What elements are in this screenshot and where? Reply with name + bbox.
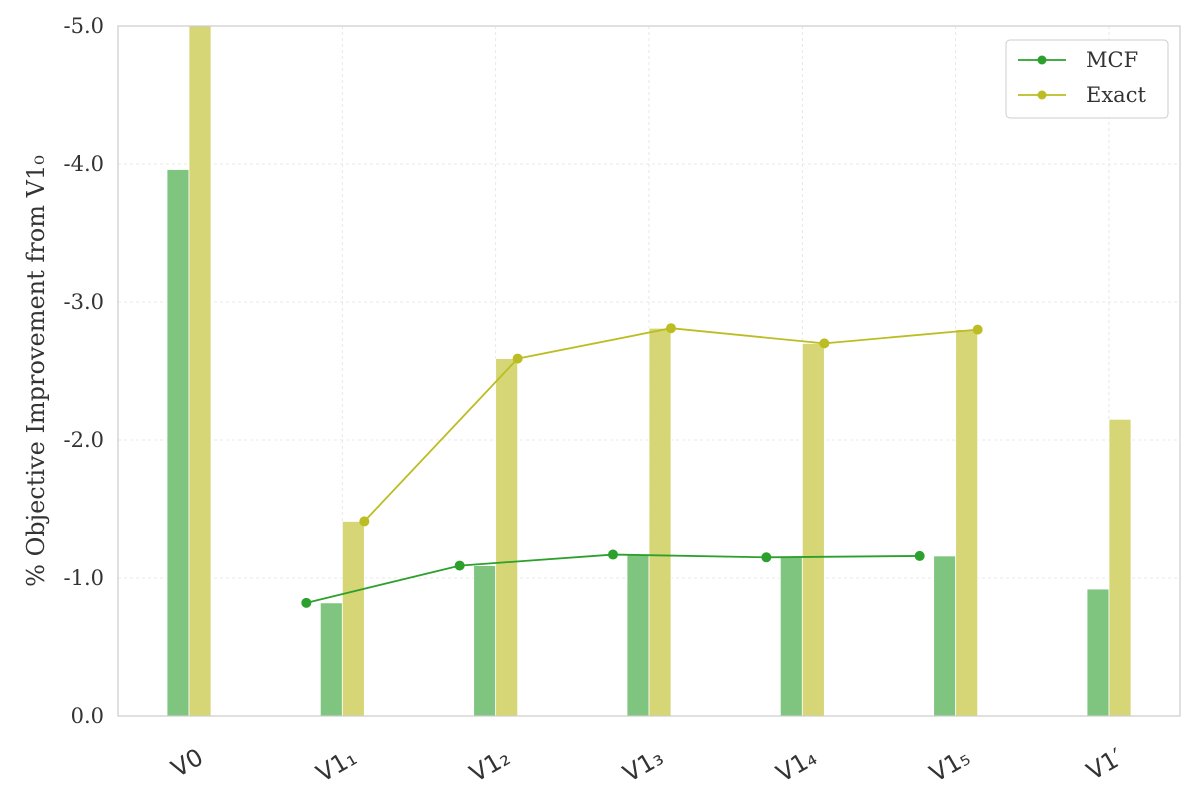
bar-mcf-1 bbox=[319, 602, 343, 717]
bar-exact-1 bbox=[341, 521, 365, 717]
bar-exact-0 bbox=[188, 25, 212, 717]
lines-layer bbox=[301, 323, 983, 608]
bar-mcf-5 bbox=[933, 555, 957, 717]
point-exact-4 bbox=[819, 338, 830, 349]
x-tick-label: V1₂ bbox=[465, 743, 515, 788]
x-tick-label: V1₅ bbox=[925, 743, 975, 788]
bar-mcf-4 bbox=[779, 556, 803, 717]
bar-exact-4 bbox=[801, 342, 825, 717]
legend: MCF Exact bbox=[1005, 39, 1169, 119]
bar-exact-3 bbox=[648, 327, 672, 717]
bar-exact-5 bbox=[955, 329, 979, 717]
bar-exact-6 bbox=[1108, 418, 1132, 717]
bar-exact-2 bbox=[495, 358, 519, 717]
point-exact-3 bbox=[666, 323, 676, 334]
bar-mcf-0 bbox=[166, 169, 190, 717]
point-mcf-4 bbox=[761, 552, 772, 563]
bar-mcf-6 bbox=[1086, 588, 1110, 717]
axes-layer bbox=[117, 25, 1181, 717]
bars-layer bbox=[166, 25, 1132, 717]
point-mcf-2 bbox=[454, 560, 465, 571]
y-tick-label: -5.0 bbox=[64, 14, 105, 38]
y-tick-label: -1.0 bbox=[64, 566, 105, 590]
x-tick-label: V1₃ bbox=[618, 743, 668, 788]
x-tick-label: V1′ bbox=[1082, 743, 1128, 786]
x-tick-label: V1₁ bbox=[312, 743, 362, 788]
y-tick-labels: 0.0 -1.0 -2.0 -3.0 -4.0 -5.0 bbox=[64, 14, 105, 728]
y-tick-label: -4.0 bbox=[64, 152, 105, 176]
point-exact-5 bbox=[972, 324, 983, 335]
y-tick-label: -2.0 bbox=[64, 428, 105, 452]
y-axis-label: % Objective Improvement from V1₀ bbox=[22, 155, 50, 587]
legend-marker-exact bbox=[1037, 90, 1047, 100]
point-exact-1 bbox=[359, 516, 370, 527]
legend-label-exact: Exact bbox=[1086, 83, 1146, 107]
bar-mcf-3 bbox=[626, 554, 650, 717]
point-mcf-3 bbox=[608, 549, 618, 560]
point-mcf-1 bbox=[301, 597, 312, 608]
plot-frame bbox=[117, 25, 1181, 717]
point-mcf-5 bbox=[914, 550, 925, 561]
bar-mcf-2 bbox=[473, 565, 497, 717]
y-tick-label: 0.0 bbox=[71, 704, 104, 728]
x-tick-label: V0 bbox=[167, 743, 208, 783]
point-exact-2 bbox=[512, 353, 523, 364]
legend-marker-mcf bbox=[1037, 55, 1047, 65]
x-tick-labels: V0 V1₁ V1₂ V1₃ V1₄ V1₅ V1′ bbox=[167, 743, 1128, 788]
x-tick-label: V1₄ bbox=[772, 743, 822, 788]
legend-label-mcf: MCF bbox=[1086, 48, 1138, 72]
y-tick-label: -3.0 bbox=[64, 290, 105, 314]
line-mcf bbox=[306, 553, 920, 604]
